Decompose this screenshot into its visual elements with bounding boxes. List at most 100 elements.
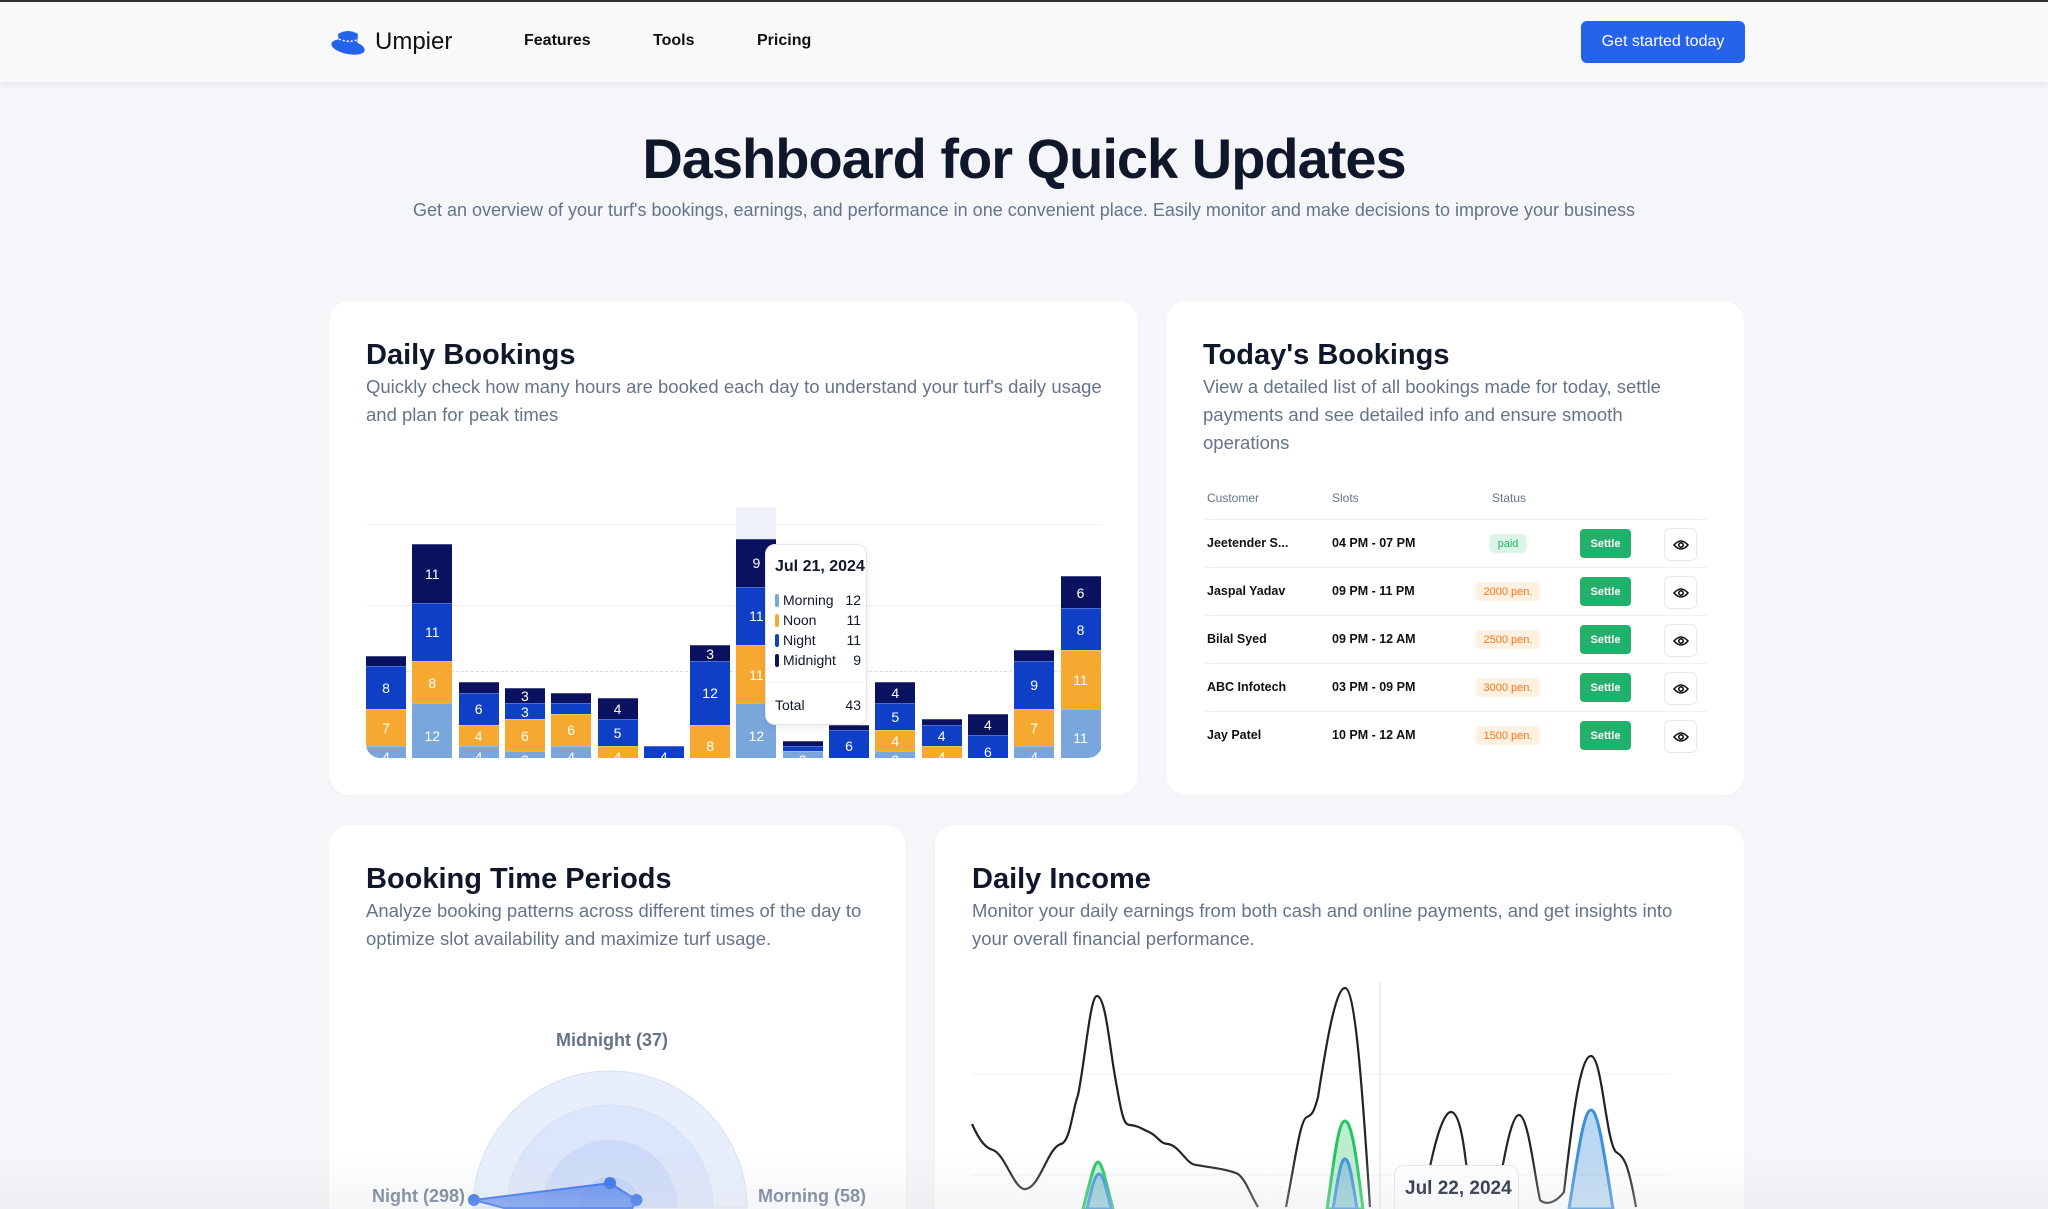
- income-chart: [970, 982, 1670, 1209]
- eye-icon: [1672, 539, 1689, 550]
- legend-swatch: [775, 593, 779, 607]
- page-title: Dashboard for Quick Updates: [642, 127, 1406, 190]
- view-button[interactable]: [1664, 672, 1697, 705]
- tooltip-date: Jul 21, 2024: [775, 558, 865, 575]
- settle-button[interactable]: Settle: [1580, 673, 1631, 702]
- bar-segment-morning[interactable]: 3: [504, 751, 545, 758]
- bar-segment-morning[interactable]: 4: [1014, 745, 1055, 758]
- bar-segment-noon[interactable]: 6: [504, 719, 545, 752]
- bar-segment-night[interactable]: [782, 745, 823, 752]
- bar-segment-morning[interactable]: 11: [1060, 708, 1101, 758]
- bar-segment-midnight[interactable]: [551, 692, 592, 704]
- cash-income-area: [1085, 1108, 1615, 1209]
- radar-label-morning: Morning (58): [758, 1186, 866, 1206]
- bar-segment-night[interactable]: 5: [875, 703, 916, 730]
- bar-segment-noon[interactable]: 11: [1060, 650, 1101, 709]
- settle-button[interactable]: Settle: [1580, 529, 1631, 558]
- bar-segment-noon[interactable]: 8: [690, 724, 731, 758]
- settle-button[interactable]: Settle: [1580, 721, 1631, 750]
- bar-segment-midnight[interactable]: [782, 740, 823, 746]
- bar-segment-morning[interactable]: 4: [458, 745, 499, 758]
- bar-segment-night[interactable]: 11: [412, 602, 453, 661]
- card-description: View a detailed list of all bookings mad…: [1203, 376, 1661, 453]
- bar-segment-night[interactable]: 6: [458, 692, 499, 725]
- bar-segment-night[interactable]: 3: [504, 703, 545, 720]
- bar-segment-morning[interactable]: 12: [412, 703, 453, 758]
- nav-features[interactable]: Features: [524, 32, 591, 49]
- bar-segment-night[interactable]: 8: [366, 666, 406, 709]
- status-badge: 3000 pen.: [1475, 678, 1541, 697]
- customer-name: Bilal Syed: [1207, 632, 1267, 646]
- bar-segment-midnight[interactable]: 3: [690, 645, 731, 661]
- view-button[interactable]: [1664, 720, 1697, 753]
- bar-segment-morning[interactable]: 4: [551, 745, 592, 758]
- bar-segment-midnight[interactable]: 11: [412, 544, 453, 603]
- gridline: [366, 524, 1102, 525]
- bar-segment-midnight[interactable]: [458, 682, 499, 693]
- bar-segment-noon[interactable]: 7: [1014, 708, 1055, 746]
- bar-segment-midnight[interactable]: [829, 724, 869, 730]
- radar-point-1: [630, 1194, 643, 1206]
- nav-pricing[interactable]: Pricing: [757, 32, 812, 49]
- slot-time: 09 PM - 11 PM: [1332, 584, 1415, 598]
- get-started-button[interactable]: Get started today: [1581, 21, 1745, 63]
- eye-icon: [1672, 731, 1689, 742]
- bar-segment-noon[interactable]: 4: [875, 729, 916, 752]
- bar-segment-night[interactable]: 8: [1060, 608, 1101, 651]
- hat-logo-icon[interactable]: [330, 28, 366, 56]
- bar-segment-night[interactable]: [551, 703, 592, 714]
- tooltip-value: 11: [846, 632, 861, 648]
- header-status: Status: [1492, 491, 1527, 505]
- card-description: Monitor your daily earnings from both ca…: [972, 900, 1673, 949]
- total-income-line: [970, 986, 1638, 1208]
- radar-label-night: Night (298): [372, 1186, 466, 1206]
- slot-time: 10 PM - 12 AM: [1332, 728, 1416, 742]
- bar-segment-morning[interactable]: 4: [366, 745, 406, 758]
- tooltip-value: 9: [853, 652, 861, 668]
- view-button[interactable]: [1664, 576, 1697, 609]
- bar-segment-night[interactable]: 5: [597, 719, 638, 746]
- bar-segment-night[interactable]: 12: [690, 661, 731, 725]
- bar-segment-noon[interactable]: 6: [551, 714, 592, 746]
- status-badge: 1500 pen.: [1475, 726, 1541, 745]
- card-description: Quickly check how many hours are booked …: [366, 376, 1102, 425]
- bar-segment-night[interactable]: 6: [829, 729, 869, 758]
- bar-segment-noon[interactable]: 4: [458, 724, 499, 746]
- legend-swatch: [775, 613, 779, 627]
- bar-segment-noon[interactable]: 8: [412, 661, 453, 704]
- table-row: Bilal Syed 09 PM - 12 AM 2500 pen. Settle: [1204, 615, 1707, 663]
- bar-segment-midnight[interactable]: 4: [967, 714, 1008, 736]
- slot-time: 09 PM - 12 AM: [1332, 632, 1416, 646]
- bar-segment-midnight[interactable]: [1014, 650, 1055, 661]
- bar-segment-morning[interactable]: 3: [782, 751, 823, 758]
- brand-name[interactable]: Umpier: [375, 28, 453, 55]
- tooltip-value: 11: [846, 612, 861, 628]
- card-title: Today's Bookings: [1203, 339, 1450, 371]
- slot-time: 04 PM - 07 PM: [1332, 536, 1416, 550]
- bar-segment-midnight[interactable]: [366, 655, 406, 667]
- bar-segment-noon[interactable]: 4: [921, 745, 962, 758]
- bar-segment-noon[interactable]: 7: [366, 708, 406, 746]
- bar-segment-morning[interactable]: 3: [875, 751, 916, 758]
- settle-button[interactable]: Settle: [1580, 625, 1631, 654]
- bar-segment-noon[interactable]: 4: [597, 745, 638, 758]
- page-subtitle: Get an overview of your turf's bookings,…: [412, 200, 1636, 220]
- bar-segment-midnight[interactable]: 4: [597, 698, 638, 720]
- view-button[interactable]: [1664, 528, 1697, 561]
- tooltip-row-night: Night 11: [775, 632, 861, 648]
- bar-segment-night[interactable]: 4: [643, 745, 684, 758]
- nav-tools[interactable]: Tools: [653, 32, 695, 49]
- slot-time: 03 PM - 09 PM: [1332, 680, 1416, 694]
- bar-segment-night[interactable]: 6: [967, 735, 1008, 758]
- status-badge: 2000 pen.: [1475, 582, 1541, 601]
- bar-segment-night[interactable]: 9: [1014, 661, 1055, 709]
- tooltip-label: Midnight: [783, 652, 836, 668]
- booking-periods-card: Booking Time Periods Analyze booking pat…: [329, 825, 906, 1209]
- bar-segment-night[interactable]: 4: [921, 724, 962, 746]
- settle-button[interactable]: Settle: [1580, 577, 1631, 606]
- bar-segment-midnight[interactable]: 4: [875, 682, 916, 704]
- view-button[interactable]: [1664, 624, 1697, 657]
- bar-segment-midnight[interactable]: 3: [504, 687, 545, 704]
- bar-segment-midnight[interactable]: 6: [1060, 576, 1101, 608]
- bar-segment-midnight[interactable]: [921, 719, 962, 725]
